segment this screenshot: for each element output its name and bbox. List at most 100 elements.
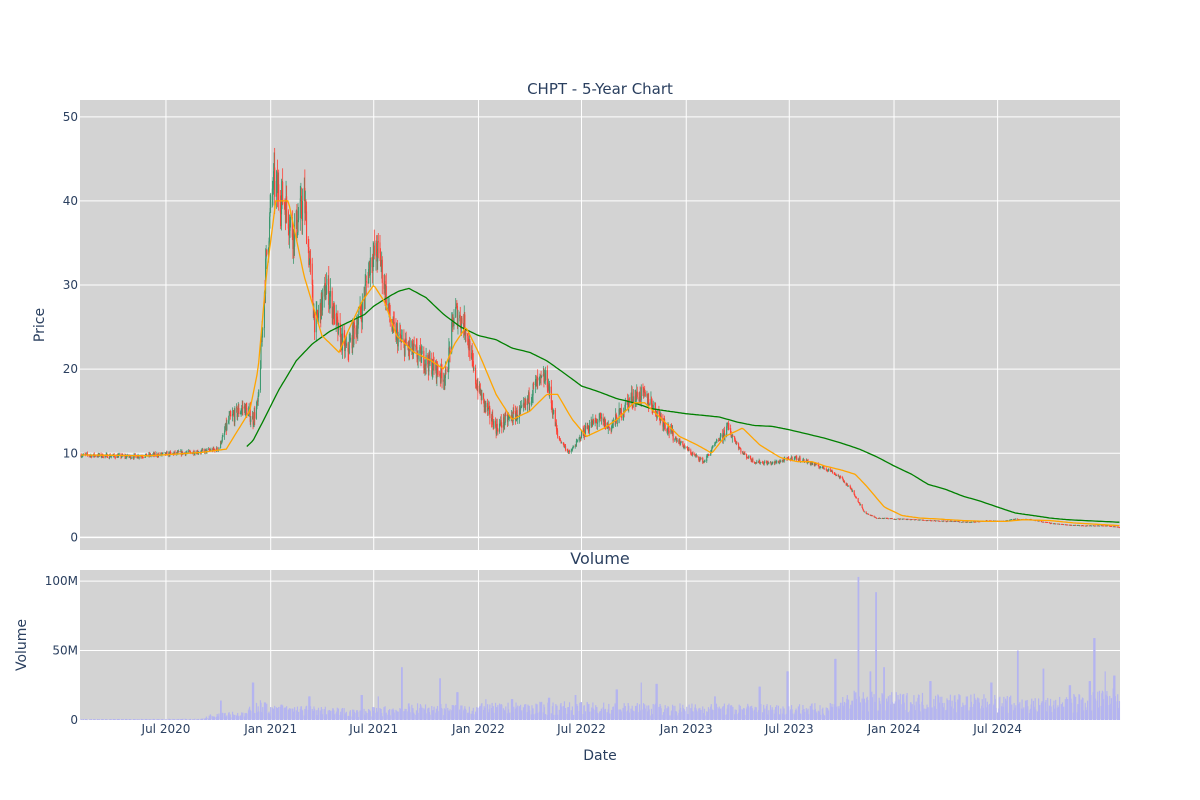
- candle-body: [343, 333, 345, 338]
- candle-body: [793, 458, 795, 460]
- volume-bar: [777, 705, 780, 720]
- candle-body: [1117, 526, 1119, 528]
- candle-body: [671, 429, 673, 434]
- candle-body: [863, 510, 865, 512]
- candle-body: [899, 519, 901, 521]
- volume-bar: [796, 710, 798, 720]
- volume-bar: [1027, 706, 1029, 720]
- candle-body: [349, 340, 351, 342]
- volume-bar: [309, 706, 312, 720]
- volume-bar: [787, 671, 789, 720]
- candle-body: [169, 451, 172, 453]
- candle-body: [715, 442, 717, 444]
- candle-body: [464, 314, 466, 334]
- candle-body: [698, 459, 700, 461]
- candle-body: [863, 511, 865, 513]
- volume-bar: [385, 712, 387, 720]
- candle-body: [411, 341, 413, 354]
- candle-body: [1060, 523, 1062, 525]
- x-axis-label: Date: [583, 748, 616, 764]
- volume-bar: [987, 704, 989, 720]
- candle-body: [779, 461, 781, 463]
- volume-bar: [118, 719, 120, 720]
- volume-bar: [819, 714, 822, 720]
- volume-bar: [246, 713, 248, 720]
- candle-body: [1087, 525, 1089, 527]
- volume-bar: [222, 712, 224, 720]
- candle-body: [775, 462, 777, 464]
- candle-body: [977, 521, 979, 523]
- candle-body: [201, 450, 203, 451]
- candle-body: [393, 318, 395, 322]
- candle-body: [722, 433, 724, 440]
- volume-bar: [875, 592, 877, 720]
- volume-bar: [808, 714, 810, 720]
- candle-body: [157, 455, 159, 457]
- volume-bar: [513, 706, 515, 720]
- candle-body: [849, 485, 851, 488]
- volume-bar: [172, 718, 174, 720]
- volume-bar: [206, 717, 208, 720]
- volume-bar: [616, 689, 618, 720]
- volume-bar: [1061, 702, 1064, 720]
- volume-bar: [1035, 709, 1037, 720]
- candle-body: [805, 459, 807, 462]
- volume-bar: [481, 703, 483, 720]
- candle-body: [913, 519, 915, 521]
- candle-body: [389, 303, 391, 317]
- candle-body: [694, 453, 696, 456]
- candle-body: [734, 439, 736, 442]
- volume-bar: [86, 719, 88, 720]
- candle-body: [628, 398, 630, 401]
- volume-bar: [552, 702, 554, 720]
- candle-body: [356, 326, 358, 335]
- volume-bar: [623, 703, 625, 720]
- candle-body: [316, 310, 318, 317]
- volume-bar: [254, 712, 256, 720]
- candle-body: [698, 456, 700, 460]
- candle-body: [337, 322, 339, 334]
- candle-body: [269, 216, 271, 242]
- candle-body: [292, 236, 294, 250]
- volume-bar: [189, 718, 192, 720]
- candle-body: [176, 452, 178, 454]
- candle-body: [722, 434, 724, 440]
- candle-body: [667, 425, 669, 432]
- candle-body: [1039, 520, 1041, 522]
- candle-body: [859, 502, 861, 505]
- candle-body: [619, 408, 621, 413]
- candle-body: [710, 450, 712, 452]
- volume-bar: [128, 718, 130, 720]
- volume-bar: [182, 718, 184, 720]
- candle-body: [369, 257, 371, 276]
- volume-bar: [760, 704, 762, 720]
- candle-body: [978, 521, 980, 523]
- candle-body: [970, 521, 972, 523]
- candle-body: [467, 333, 469, 336]
- volume-bar: [549, 697, 551, 720]
- volume-bar: [477, 707, 479, 720]
- candle-body: [927, 520, 929, 522]
- volume-bar: [416, 703, 419, 720]
- candle-body: [237, 413, 239, 417]
- candle-body: [827, 468, 830, 471]
- volume-bar: [784, 714, 786, 720]
- candle-body: [130, 457, 132, 459]
- candle-body: [336, 318, 338, 320]
- candle-body: [86, 453, 88, 455]
- volume-bar: [780, 708, 782, 720]
- volume-bar: [509, 712, 511, 720]
- volume-bar: [305, 705, 308, 720]
- volume-bar: [728, 703, 730, 720]
- candle-body: [376, 256, 378, 262]
- candle-body: [291, 217, 293, 237]
- volume-bar: [736, 714, 738, 720]
- candle-body: [463, 314, 465, 332]
- volume-bar: [468, 706, 470, 720]
- volume-bar: [748, 707, 750, 720]
- candle-body: [1050, 523, 1052, 525]
- volume-bar: [393, 712, 395, 720]
- candle-body: [882, 518, 884, 519]
- candle-body: [216, 447, 218, 452]
- volume-bar: [939, 696, 941, 720]
